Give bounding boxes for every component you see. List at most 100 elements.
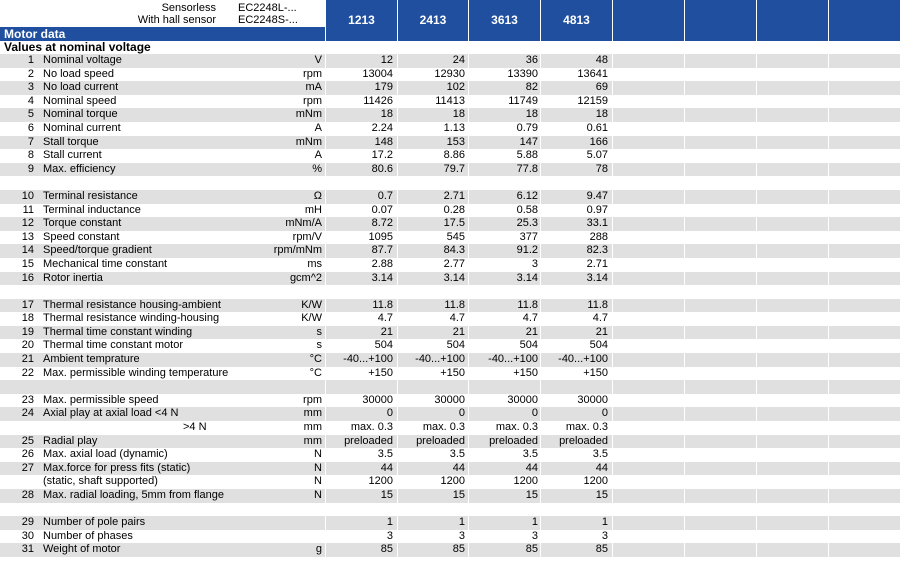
parameter-unit: rpm xyxy=(303,94,322,107)
column-divider xyxy=(684,230,685,245)
column-divider xyxy=(828,380,829,394)
column-divider xyxy=(684,380,685,394)
column-divider xyxy=(397,489,398,503)
value-cell: 0 xyxy=(386,407,393,420)
value-cell: 153 xyxy=(446,135,465,148)
column-header: 3613 xyxy=(468,0,540,41)
column-divider xyxy=(828,393,829,408)
value-cell: -40...+100 xyxy=(558,353,608,366)
value-cell: 504 xyxy=(374,339,393,352)
column-divider xyxy=(325,67,326,82)
row-number xyxy=(0,285,34,299)
row-number: 12 xyxy=(21,217,34,230)
column-divider xyxy=(828,312,829,326)
column-divider xyxy=(540,393,541,408)
column-divider xyxy=(684,448,685,462)
column-divider xyxy=(397,54,398,68)
value-cell: 11.8 xyxy=(372,298,393,311)
value-cell: preloaded xyxy=(344,434,393,447)
column-divider xyxy=(540,502,541,517)
column-divider xyxy=(325,407,326,422)
table-row: 1 Nominal voltage V 12 24 36 48 xyxy=(0,54,900,68)
value-cell: 48 xyxy=(595,54,608,66)
parameter-name xyxy=(43,176,263,190)
column-divider xyxy=(684,271,685,286)
value-cell: 12 xyxy=(380,54,393,66)
table-row: 27 Max.force for press fits (static) N 44 44… xyxy=(0,461,900,476)
value-cell: 4.7 xyxy=(449,312,465,325)
row-number: 31 xyxy=(21,543,34,556)
column-divider xyxy=(468,67,469,82)
column-divider xyxy=(468,529,469,544)
column-divider xyxy=(828,108,829,122)
value-cell: 13390 xyxy=(507,67,538,80)
column-divider xyxy=(540,489,541,503)
column-divider xyxy=(325,81,326,95)
column-divider xyxy=(540,353,541,367)
column-divider xyxy=(828,448,829,462)
column-divider xyxy=(828,135,829,150)
column-divider xyxy=(397,203,398,218)
parameter-name: Mechanical time constant xyxy=(43,257,168,270)
column-header: 2413 xyxy=(397,0,468,41)
column-divider xyxy=(397,543,398,557)
value-cell: 2.88 xyxy=(371,257,393,270)
column-divider xyxy=(756,353,757,367)
column-divider xyxy=(397,94,398,109)
table-row: 29 Number of pole pairs 1 1 1 1 xyxy=(0,516,900,530)
parameter-unit xyxy=(250,530,322,544)
value-cell: 18 xyxy=(595,108,608,121)
column-divider xyxy=(756,298,757,313)
column-divider xyxy=(612,135,613,150)
value-cell: 3 xyxy=(531,257,538,270)
row-number: 27 xyxy=(21,461,34,474)
row-number: 10 xyxy=(21,189,34,202)
column-divider xyxy=(468,475,469,489)
column-divider xyxy=(468,380,469,394)
column-divider xyxy=(684,543,685,557)
parameter-name: >4 N xyxy=(183,421,207,434)
value-cell: 77.8 xyxy=(516,162,538,175)
parameter-unit: mNm xyxy=(295,135,322,148)
column-divider xyxy=(612,312,613,326)
table-header: Sensorless EC2248L-... With hall sensor … xyxy=(0,0,900,27)
parameter-unit: rpm xyxy=(303,393,322,406)
column-divider xyxy=(397,421,398,435)
table-row: 25 Radial play mm preloaded preloaded preload… xyxy=(0,434,900,449)
value-cell xyxy=(540,176,608,190)
value-cell xyxy=(540,285,608,299)
column-divider xyxy=(325,149,326,163)
column-divider xyxy=(612,203,613,218)
value-cell: +150 xyxy=(440,366,465,379)
table-row xyxy=(0,176,900,190)
parameter-name: Max. axial load (dynamic) xyxy=(43,448,168,461)
table-row: 17 Thermal resistance housing-ambient K/W 1… xyxy=(0,298,900,313)
column-divider xyxy=(325,244,326,258)
parameter-name: Weight of motor xyxy=(43,543,121,556)
column-divider xyxy=(684,461,685,476)
row-number: 11 xyxy=(22,203,34,216)
column-divider xyxy=(540,67,541,82)
column-divider xyxy=(468,108,469,122)
column-divider xyxy=(397,257,398,272)
parameter-unit: ms xyxy=(307,257,322,270)
column-divider xyxy=(468,81,469,95)
parameter-name: Max. permissible winding temperature xyxy=(43,366,229,379)
column-divider xyxy=(756,516,757,530)
parameter-unit xyxy=(250,503,322,517)
column-divider xyxy=(325,94,326,109)
column-divider xyxy=(828,244,829,258)
parameter-name: Thermal time constant winding xyxy=(43,325,193,338)
row-number: 6 xyxy=(27,121,34,134)
parameter-name: Terminal resistance xyxy=(43,189,138,202)
column-divider xyxy=(540,81,541,95)
column-divider xyxy=(397,149,398,163)
column-divider xyxy=(756,421,757,435)
parameter-unit: mA xyxy=(305,81,323,94)
column-divider xyxy=(468,434,469,449)
column-divider xyxy=(540,244,541,258)
value-cell: 148 xyxy=(374,135,393,148)
column-divider xyxy=(468,393,469,408)
column-divider xyxy=(540,217,541,231)
column-divider xyxy=(325,121,326,136)
